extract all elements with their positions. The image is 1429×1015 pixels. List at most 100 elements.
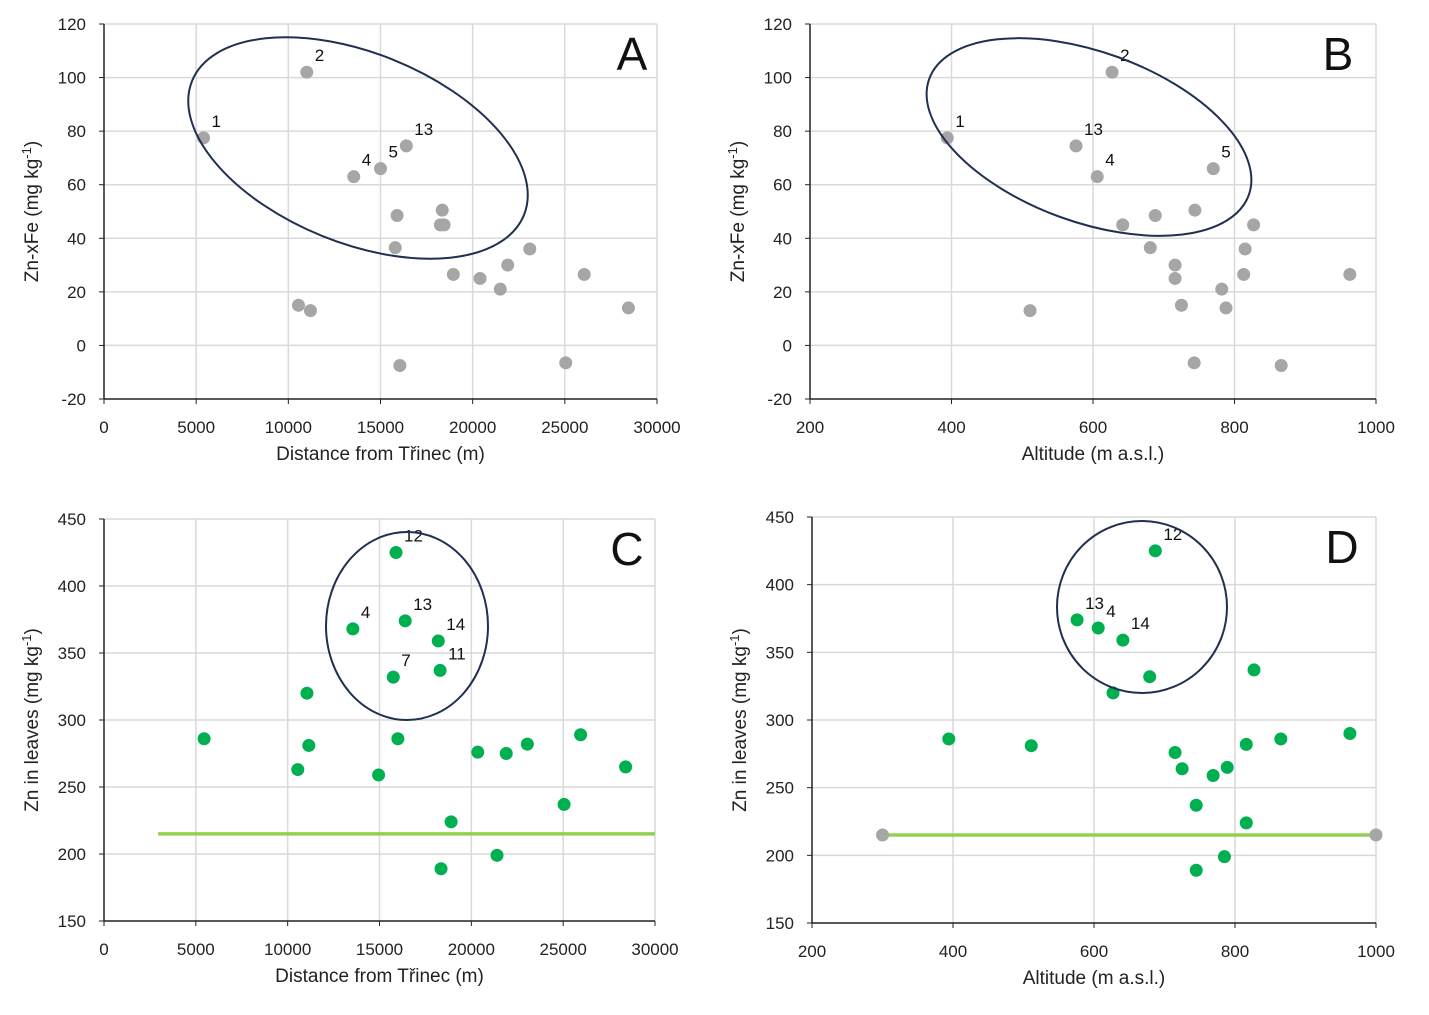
x-tick-label: 10000 (265, 418, 312, 437)
data-point (1247, 663, 1261, 677)
y-tick-label: 400 (766, 576, 794, 595)
data-point (444, 815, 458, 829)
data-point (1174, 298, 1188, 312)
data-point (398, 614, 412, 628)
data-point (399, 139, 413, 153)
data-point (1168, 271, 1182, 285)
panel-d: 200 400 600 800 1000150200250300350400450Alt… (727, 508, 1395, 989)
x-tick-label: 200 (796, 418, 824, 437)
data-point (1024, 739, 1038, 753)
y-tick-label: 450 (58, 510, 86, 529)
data-point (1343, 727, 1357, 741)
x-tick-label: 20000 (449, 418, 496, 437)
data-point (619, 760, 633, 774)
x-axis-title: Distance from Třinec (m) (275, 966, 484, 987)
highlight-ellipse (325, 531, 489, 721)
x-tick-label: 10000 (264, 940, 311, 959)
data-point (302, 738, 316, 752)
y-tick-label: 60 (773, 176, 792, 195)
y-tick-label: 20 (773, 283, 792, 302)
point-label: 12 (404, 527, 423, 546)
data-point (1188, 203, 1202, 217)
panel-letter: C (610, 523, 643, 575)
x-tick-label: 400 (939, 942, 967, 961)
data-point (1023, 304, 1037, 318)
x-axis-title: Distance from Třinec (m) (276, 444, 485, 465)
data-point (621, 301, 635, 315)
data-point (1274, 359, 1288, 373)
y-tick-label: 0 (77, 336, 86, 355)
highlight-ellipse (1056, 520, 1228, 694)
data-point (1143, 241, 1157, 255)
x-tick-label: 15000 (356, 940, 403, 959)
x-tick-label: 800 (1221, 942, 1249, 961)
data-point (1090, 170, 1104, 184)
data-point (389, 546, 403, 559)
data-point (1274, 732, 1288, 746)
data-point (1237, 267, 1251, 281)
panel-letter: A (617, 28, 648, 80)
y-tick-label: 100 (58, 69, 86, 88)
data-point (347, 170, 361, 184)
data-point (1116, 633, 1130, 647)
data-point (300, 65, 314, 79)
panel-b: 200 400 600 800 1000 -20 0 20 40 60 80 100 120 Altitu… (725, 15, 1395, 465)
y-tick-label: 60 (67, 176, 86, 195)
data-point (1219, 301, 1233, 315)
x-axis-title: Altitude (m a.s.l.) (1022, 444, 1165, 465)
data-point (372, 768, 386, 782)
x-tick-label: 25000 (541, 418, 588, 437)
data-point (1168, 258, 1182, 272)
y-tick-label: 120 (764, 15, 792, 34)
data-point (1217, 850, 1231, 864)
data-point (499, 747, 513, 760)
data-point (1238, 242, 1252, 256)
x-tick-label: 200 (798, 942, 826, 961)
y-axis-title-end: ) (728, 141, 749, 147)
data-point (1239, 816, 1253, 830)
y-axis-title-end: ) (730, 628, 751, 634)
x-tick-label: 30000 (631, 940, 678, 959)
y-tick-label: 80 (67, 122, 86, 141)
y-tick-label: 0 (783, 336, 792, 355)
data-point (1239, 737, 1253, 751)
data-point (1091, 621, 1105, 635)
data-point (1116, 218, 1130, 232)
data-point (1220, 760, 1234, 774)
y-axis-title-superscript: -1 (727, 634, 742, 646)
x-tick-label: 1000 (1357, 418, 1395, 437)
data-point (437, 218, 451, 232)
x-tick-label: 400 (937, 418, 965, 437)
data-point (1105, 65, 1119, 79)
data-point (446, 267, 460, 281)
point-label: 14 (1131, 614, 1150, 633)
data-point (493, 282, 507, 296)
data-point (1189, 863, 1203, 877)
data-point (433, 663, 447, 677)
y-tick-label: 250 (766, 779, 794, 798)
data-point (490, 848, 504, 862)
data-point (1148, 209, 1162, 223)
data-point (1189, 798, 1203, 812)
y-axis-title-end: ) (22, 628, 43, 634)
point-label: 5 (389, 143, 398, 162)
data-point (574, 728, 588, 742)
point-label: 4 (1106, 602, 1115, 621)
y-axis-title-superscript: -1 (725, 147, 740, 159)
point-label: 2 (1120, 46, 1129, 65)
data-point (520, 737, 534, 751)
data-point (1206, 768, 1220, 782)
data-point (303, 304, 317, 318)
data-point (1175, 762, 1189, 776)
point-label: 13 (413, 595, 432, 614)
point-label: 11 (448, 644, 466, 663)
x-tick-label: 0 (99, 940, 108, 959)
y-tick-label: 20 (67, 283, 86, 302)
x-tick-label: 30000 (633, 418, 680, 437)
data-point (1069, 139, 1083, 153)
data-point (1143, 670, 1157, 684)
y-tick-label: -20 (61, 390, 86, 409)
data-point (1247, 218, 1261, 232)
y-tick-label: 120 (58, 15, 86, 34)
